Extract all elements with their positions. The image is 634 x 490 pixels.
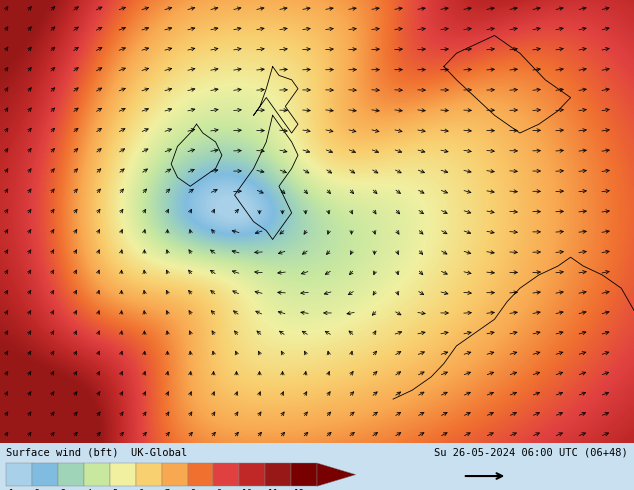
Bar: [110, 463, 136, 486]
Bar: [162, 463, 188, 486]
Text: 12: 12: [294, 489, 304, 490]
Bar: [84, 463, 110, 486]
Bar: [240, 463, 265, 486]
Text: 7: 7: [164, 489, 169, 490]
Text: 4: 4: [87, 489, 91, 490]
Text: 10: 10: [242, 489, 252, 490]
Text: 8: 8: [190, 489, 195, 490]
Text: 3: 3: [61, 489, 66, 490]
Text: 5: 5: [112, 489, 117, 490]
Text: 1: 1: [9, 489, 14, 490]
Text: 11: 11: [268, 489, 278, 490]
Bar: [6, 463, 32, 486]
Polygon shape: [317, 463, 356, 486]
Text: 9: 9: [216, 489, 221, 490]
Text: 2: 2: [35, 489, 40, 490]
Bar: [265, 463, 291, 486]
Text: Surface wind (bft)  UK-Global: Surface wind (bft) UK-Global: [6, 448, 188, 458]
Bar: [188, 463, 214, 486]
Bar: [32, 463, 58, 486]
Bar: [136, 463, 162, 486]
Bar: [214, 463, 239, 486]
Bar: [58, 463, 84, 486]
Bar: [291, 463, 317, 486]
Text: 6: 6: [138, 489, 143, 490]
Text: Su 26-05-2024 06:00 UTC (06+48): Su 26-05-2024 06:00 UTC (06+48): [434, 448, 628, 458]
